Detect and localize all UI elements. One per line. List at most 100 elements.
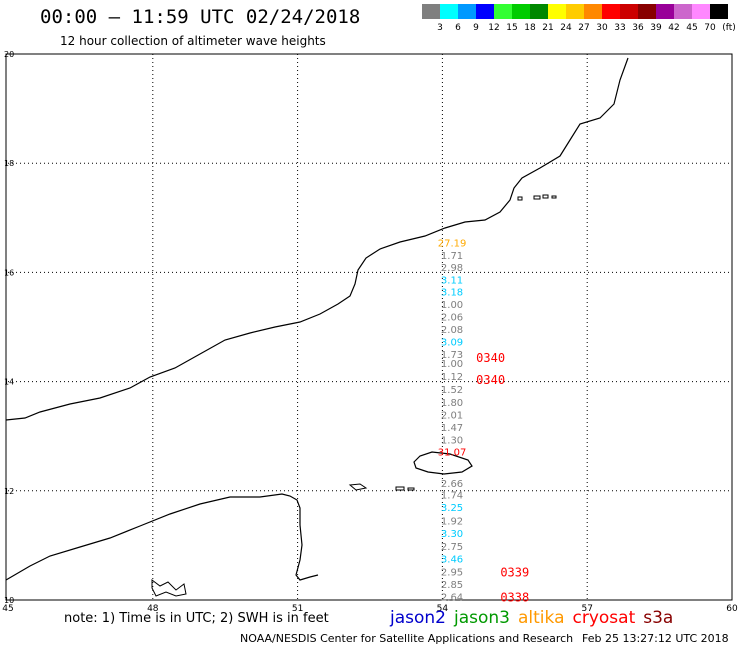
time-tag-label: 0338 bbox=[500, 591, 529, 605]
wave-height-label: 1.74 bbox=[441, 491, 463, 502]
footer-note: note: 1) Time is in UTC; 2) SWH is in fe… bbox=[64, 611, 329, 626]
legend-swatch bbox=[512, 4, 530, 19]
legend-swatch bbox=[494, 4, 512, 19]
lon-tick-label: 48 bbox=[147, 604, 159, 614]
time-tag-labels: 0340 0340 0339 0338 bbox=[476, 351, 529, 605]
lat-tick-label: 18 bbox=[4, 159, 14, 168]
legend-value: 42 bbox=[668, 23, 680, 33]
wave-height-label: 2.95 bbox=[441, 568, 463, 579]
socotra-island bbox=[413, 451, 473, 475]
legend-swatch bbox=[422, 4, 440, 19]
satellite-name: altika bbox=[518, 608, 565, 628]
wave-height-label: 1.00 bbox=[441, 359, 463, 370]
wave-height-label: 1.00 bbox=[441, 300, 463, 311]
legend-swatch bbox=[530, 4, 548, 19]
wave-height-label: 3.46 bbox=[441, 555, 463, 566]
lat-tick-label: 10 bbox=[4, 596, 14, 605]
time-tag-label: 0340 bbox=[476, 373, 505, 387]
legend-value: 18 bbox=[524, 23, 536, 33]
wave-height-label: 2.98 bbox=[441, 263, 463, 274]
timestamp-text: Feb 25 13:27:12 UTC 2018 bbox=[582, 632, 729, 645]
wave-height-label: 31.07 bbox=[438, 447, 467, 458]
lon-tick-label: 51 bbox=[292, 604, 303, 614]
wave-height-label: 2.01 bbox=[441, 410, 463, 421]
lon-tick-label: 45 bbox=[2, 604, 13, 614]
legend-value: 45 bbox=[686, 23, 698, 33]
legend-swatch bbox=[710, 4, 728, 19]
wave-height-label: 2.06 bbox=[441, 313, 463, 324]
wave-height-label: 2.75 bbox=[441, 542, 463, 553]
islet-brothers bbox=[395, 486, 415, 491]
legend-value: 12 bbox=[488, 23, 500, 33]
legend-unit: (ft) bbox=[722, 23, 736, 33]
legend-swatch bbox=[692, 4, 710, 19]
page-subtitle: 12 hour collection of altimeter wave hei… bbox=[60, 34, 326, 48]
wave-height-label: 1.71 bbox=[441, 251, 463, 262]
legend-swatch bbox=[620, 4, 638, 19]
legend-swatch bbox=[566, 4, 584, 19]
wave-height-label: 1.47 bbox=[441, 423, 463, 434]
satellite-name: jason2 bbox=[390, 608, 446, 628]
lon-tick-label: 60 bbox=[726, 604, 738, 614]
lat-tick-label: 16 bbox=[4, 268, 14, 277]
wave-height-label: 2.85 bbox=[441, 580, 463, 591]
satellite-name: cryosat bbox=[572, 608, 636, 628]
legend-value: 21 bbox=[542, 23, 554, 33]
wave-height-label: 27.19 bbox=[438, 238, 467, 249]
inland-water bbox=[151, 579, 187, 597]
wave-height-label: 1.12 bbox=[441, 372, 463, 383]
legend-swatch bbox=[656, 4, 674, 19]
legend-swatch bbox=[602, 4, 620, 19]
lon-tick-label: 57 bbox=[581, 604, 592, 614]
wave-height-label: 2.66 bbox=[441, 479, 463, 490]
legend-swatch bbox=[476, 4, 494, 19]
satellite-name: jason3 bbox=[454, 608, 510, 628]
lat-tick-label: 12 bbox=[4, 487, 14, 496]
legend-value: 24 bbox=[560, 23, 572, 33]
satellite-name: s3a bbox=[643, 608, 674, 628]
wave-height-label: 1.73 bbox=[441, 350, 463, 361]
wave-height-label: 1.52 bbox=[441, 385, 463, 396]
lat-tick-label: 14 bbox=[4, 378, 14, 387]
wave-height-label: 3.09 bbox=[441, 338, 463, 349]
wave-height-label: 1.80 bbox=[441, 398, 463, 409]
islet-abd-al-kuri bbox=[348, 483, 368, 491]
wave-height-label: 1.30 bbox=[441, 435, 463, 446]
wave-height-label: 2.64 bbox=[441, 593, 463, 604]
time-tag-label: 0339 bbox=[500, 566, 529, 580]
grid-lines bbox=[8, 54, 732, 600]
legend-swatch bbox=[638, 4, 656, 19]
legend-value: 39 bbox=[650, 23, 662, 33]
lon-tick-label: 54 bbox=[437, 604, 449, 614]
legend-swatch bbox=[548, 4, 566, 19]
satellite-legend: jason2 jason3 altika cryosat s3a bbox=[390, 608, 681, 628]
coastline-arabia bbox=[5, 57, 629, 421]
coastline-somalia bbox=[5, 493, 319, 581]
wave-height-label: 2.08 bbox=[441, 325, 463, 336]
legend-value: 27 bbox=[578, 23, 590, 33]
wave-height-label: 1.92 bbox=[441, 516, 463, 527]
legend-swatch bbox=[440, 4, 458, 19]
map-frame bbox=[5, 53, 733, 601]
credit-text: NOAA/NESDIS Center for Satellite Applica… bbox=[240, 632, 574, 645]
observation-labels: 27.191.712.983.113.181.002.062.083.091.7… bbox=[438, 238, 467, 603]
legend-value: 3 bbox=[437, 23, 443, 33]
legend-value: 33 bbox=[614, 23, 626, 33]
legend-value: 30 bbox=[596, 23, 608, 33]
legend-value: 6 bbox=[455, 23, 461, 33]
legend-value: 36 bbox=[632, 23, 644, 33]
wave-height-label: 3.30 bbox=[441, 529, 463, 540]
legend-value: 15 bbox=[506, 23, 518, 33]
time-tag-label: 0340 bbox=[476, 351, 505, 365]
legend-swatch bbox=[584, 4, 602, 19]
page-title: 00:00 – 11:59 UTC 02/24/2018 bbox=[40, 6, 361, 28]
legend-value: 9 bbox=[473, 23, 479, 33]
legend-swatch bbox=[458, 4, 476, 19]
legend-swatch bbox=[674, 4, 692, 19]
wave-height-label: 3.25 bbox=[441, 503, 463, 514]
wave-height-label: 3.11 bbox=[441, 275, 463, 286]
wave-height-label: 3.18 bbox=[441, 288, 463, 299]
axis-labels: 45 48 51 54 57 60 10 12 14 16 18 20 bbox=[2, 50, 738, 614]
islets-kuria-muria bbox=[517, 194, 557, 201]
